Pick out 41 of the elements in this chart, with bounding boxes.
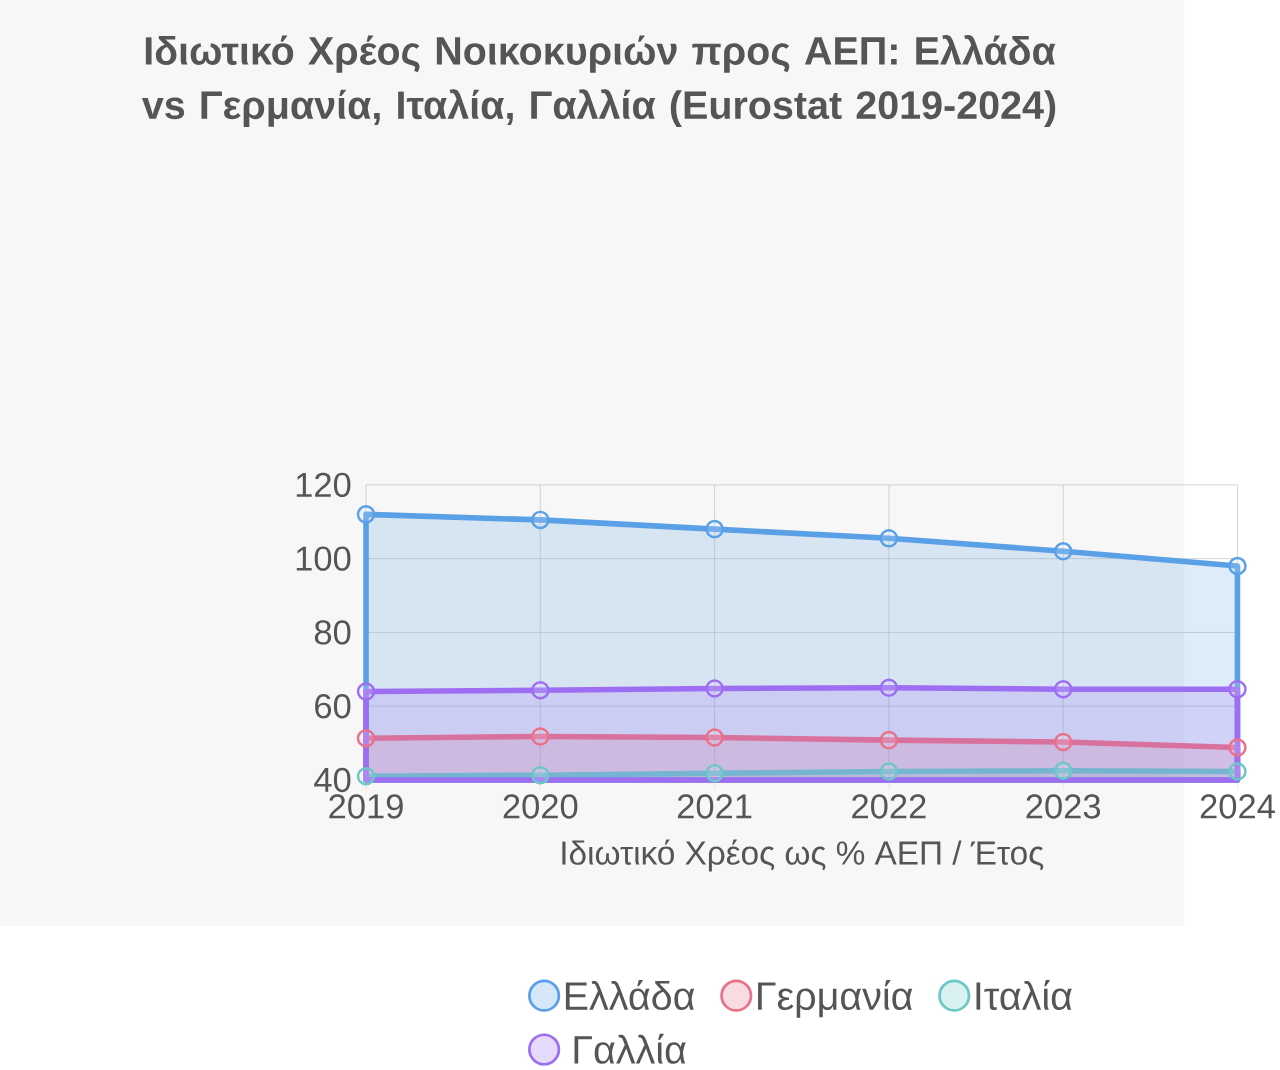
y-tick-label: 60 [315, 693, 351, 719]
chart-title: Ιδιωτικό Χρέος Νοικοκυριών προς ΑΕΠ: Ελλάδα vs Γερμανία, Ιταλία, Γαλλία (Eurostat 2019-2024) [141, 34, 1056, 127]
point [879, 762, 899, 781]
point [1228, 679, 1247, 699]
y-tick-label: 120 [296, 472, 351, 497]
point [356, 766, 376, 786]
legend-label: Ιταλία [976, 979, 1072, 1010]
x-tick-label: 2024 [1200, 794, 1275, 819]
legend-label: Ελλάδα [565, 979, 695, 1010]
y-tick-label: 40 [314, 767, 351, 793]
x-tick-label: 2021 [677, 794, 752, 819]
y-tick-label: 80 [314, 620, 351, 645]
point [1053, 761, 1073, 780]
legend-label: Γερμανία [758, 979, 913, 1018]
point [1053, 679, 1073, 699]
x-tick-label: 2022 [852, 794, 926, 819]
point [531, 765, 550, 785]
point [531, 680, 550, 700]
point [879, 528, 899, 548]
point [879, 678, 899, 697]
point [705, 519, 724, 539]
point [1228, 738, 1247, 757]
point [1053, 541, 1073, 561]
point [705, 679, 724, 698]
point [356, 728, 376, 748]
point [1053, 732, 1073, 752]
point [1228, 762, 1247, 781]
point [356, 504, 376, 524]
point [705, 728, 724, 747]
point [356, 682, 376, 701]
point [531, 510, 550, 530]
point [1228, 556, 1247, 576]
point [531, 727, 550, 746]
point [879, 730, 899, 750]
x-tick-label: 2023 [1026, 794, 1101, 819]
legend-label: Γαλλία [574, 1033, 686, 1064]
x-tick-label: 2019 [329, 794, 403, 819]
point [705, 763, 724, 783]
x-tick-label: 2020 [503, 794, 578, 819]
x-axis-title: Ιδιωτικό Χρέος ως % ΑΕΠ / Έτος [562, 839, 1044, 872]
y-tick-label: 100 [296, 546, 351, 571]
